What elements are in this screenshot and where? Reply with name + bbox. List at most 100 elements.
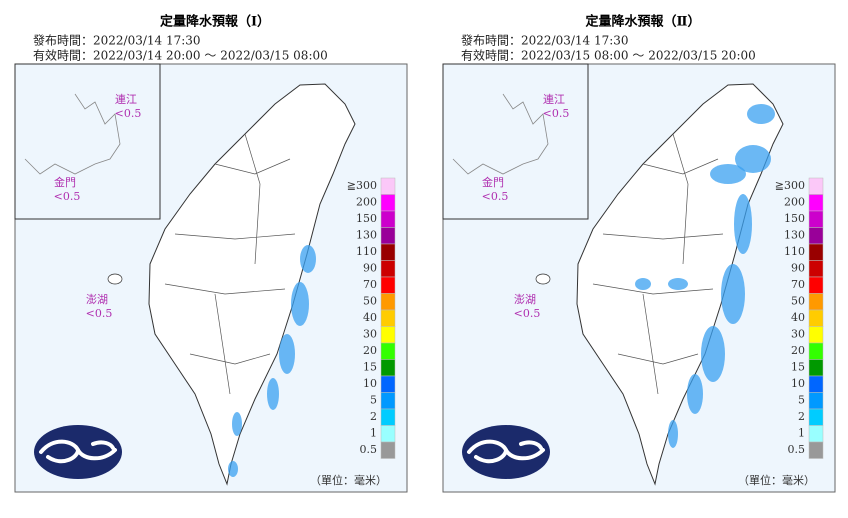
legend-label: ≧300 bbox=[347, 179, 377, 192]
island-name: 金門 bbox=[54, 175, 76, 189]
legend-swatch bbox=[808, 425, 824, 443]
legend-swatch bbox=[808, 293, 824, 311]
legend-label: 40 bbox=[791, 311, 805, 324]
rain-area bbox=[734, 194, 752, 254]
rain-area bbox=[635, 278, 651, 290]
island-name: 金門 bbox=[482, 175, 504, 189]
legend-swatch bbox=[380, 194, 396, 212]
legend-label: 50 bbox=[363, 295, 377, 308]
legend-swatch bbox=[808, 210, 824, 228]
rain-area bbox=[710, 164, 746, 184]
legend-label: 50 bbox=[791, 295, 805, 308]
island-name: 澎湖 bbox=[514, 293, 536, 306]
legend-label: 70 bbox=[363, 278, 377, 291]
legend-swatch bbox=[380, 342, 396, 360]
legend-swatch bbox=[380, 177, 396, 195]
legend-label: 0.5 bbox=[360, 443, 378, 456]
issue-time: 發布時間：2022/03/14 17:30 bbox=[461, 33, 629, 48]
legend-swatch bbox=[808, 227, 824, 245]
legend-swatch bbox=[380, 243, 396, 261]
legend-label: 70 bbox=[791, 278, 805, 291]
rain-area bbox=[735, 145, 771, 173]
legend-swatch bbox=[380, 326, 396, 344]
legend-label: 40 bbox=[363, 311, 377, 324]
legend-label: 10 bbox=[791, 377, 805, 390]
unit-label: （單位：毫米） bbox=[738, 473, 815, 487]
legend-swatch bbox=[380, 441, 396, 459]
rain-area bbox=[228, 461, 238, 477]
legend-swatch bbox=[808, 441, 824, 459]
logo bbox=[462, 425, 550, 479]
valid-time: 有效時間：2022/03/15 08:00 ～ 2022/03/15 20:00 bbox=[461, 48, 756, 63]
legend-label: 10 bbox=[363, 377, 377, 390]
legend-label: 150 bbox=[356, 212, 377, 225]
panel: 定量降水預報（Ⅰ） 發布時間：2022/03/14 17:30有效時間：2022/… bbox=[14, 14, 408, 493]
legend-swatch bbox=[808, 177, 824, 195]
panel-title: 定量降水預報（Ⅰ） bbox=[159, 14, 270, 30]
legend-label: 110 bbox=[784, 245, 805, 258]
legend-swatch bbox=[808, 194, 824, 212]
panel: 定量降水預報（Ⅱ） 發布時間：2022/03/14 17:30有效時間：2022/… bbox=[442, 14, 836, 493]
legend-swatch bbox=[380, 392, 396, 410]
legend-swatch bbox=[380, 293, 396, 311]
inset-frame bbox=[14, 63, 161, 220]
legend-label: 15 bbox=[791, 361, 805, 374]
legend-swatch bbox=[380, 227, 396, 245]
legend-label: 5 bbox=[798, 394, 805, 407]
legend-label: 110 bbox=[356, 245, 377, 258]
legend-swatch bbox=[808, 359, 824, 377]
island-value: <0.5 bbox=[482, 190, 509, 203]
island-value: <0.5 bbox=[86, 307, 113, 320]
legend-swatch bbox=[808, 276, 824, 294]
island-value: <0.5 bbox=[514, 307, 541, 320]
legend-swatch bbox=[380, 309, 396, 327]
rain-area bbox=[291, 282, 309, 326]
legend-label: 90 bbox=[363, 262, 377, 275]
legend-swatch bbox=[380, 260, 396, 278]
legend-swatch bbox=[380, 408, 396, 426]
legend-label: 1 bbox=[370, 427, 377, 440]
legend-label: 200 bbox=[784, 196, 805, 209]
rain-area bbox=[668, 278, 688, 290]
rain-area bbox=[267, 378, 279, 410]
legend-label: 2 bbox=[370, 410, 377, 423]
legend-label: 2 bbox=[798, 410, 805, 423]
legend-swatch bbox=[380, 359, 396, 377]
legend-swatch bbox=[808, 392, 824, 410]
island-value: <0.5 bbox=[54, 190, 81, 203]
rain-area bbox=[721, 264, 745, 324]
unit-label: （單位：毫米） bbox=[310, 473, 387, 487]
island-name: 澎湖 bbox=[86, 293, 108, 306]
legend-swatch bbox=[380, 210, 396, 228]
island-name: 連江 bbox=[115, 92, 137, 106]
legend-label: 30 bbox=[791, 328, 805, 341]
island-value: <0.5 bbox=[543, 107, 570, 120]
rain-area bbox=[300, 245, 316, 273]
legend-swatch bbox=[808, 375, 824, 393]
legend-swatch bbox=[808, 309, 824, 327]
legend-swatch bbox=[808, 326, 824, 344]
issue-time: 發布時間：2022/03/14 17:30 bbox=[33, 33, 201, 48]
valid-time: 有效時間：2022/03/14 20:00 ～ 2022/03/15 08:00 bbox=[33, 48, 328, 63]
legend-swatch bbox=[808, 408, 824, 426]
legend-label: 200 bbox=[356, 196, 377, 209]
legend-swatch bbox=[380, 425, 396, 443]
legend-swatch bbox=[808, 260, 824, 278]
legend-label: ≧300 bbox=[775, 179, 805, 192]
rain-area bbox=[701, 326, 725, 382]
legend-label: 130 bbox=[356, 229, 377, 242]
legend-label: 0.5 bbox=[788, 443, 806, 456]
rain-area bbox=[668, 420, 678, 448]
rain-area bbox=[279, 334, 295, 374]
legend-label: 150 bbox=[784, 212, 805, 225]
legend-label: 20 bbox=[791, 344, 805, 357]
legend-label: 1 bbox=[798, 427, 805, 440]
legend-label: 5 bbox=[370, 394, 377, 407]
rain-area bbox=[232, 412, 242, 436]
logo bbox=[34, 425, 122, 479]
rain-area bbox=[687, 374, 703, 414]
legend-swatch bbox=[808, 342, 824, 360]
legend-label: 30 bbox=[363, 328, 377, 341]
legend-label: 15 bbox=[363, 361, 377, 374]
